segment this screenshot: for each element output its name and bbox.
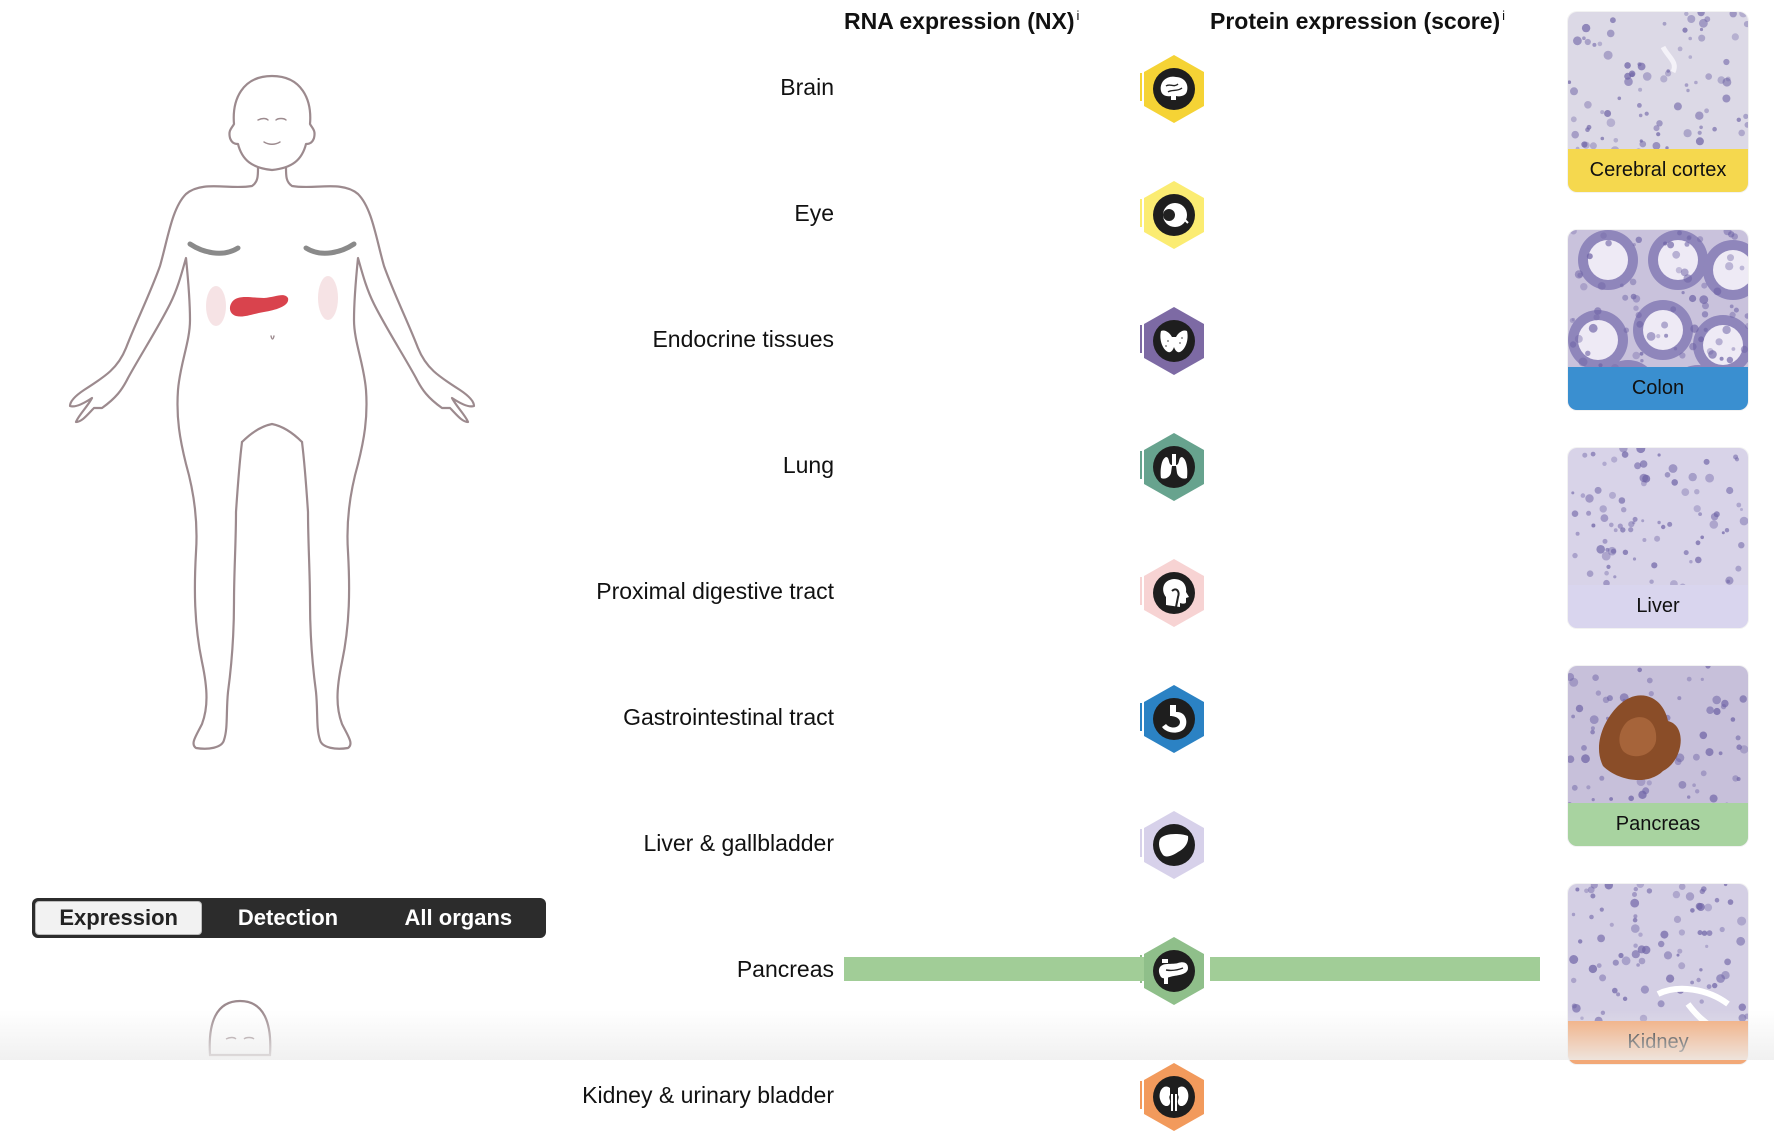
pancreas-icon — [1158, 959, 1188, 984]
protein-header-text: Protein expression (score) — [1210, 8, 1501, 34]
tissue-image-label: Cerebral cortex — [1568, 149, 1748, 192]
pancreas-highlight-icon[interactable] — [229, 295, 289, 317]
rna-expression-bar[interactable] — [844, 957, 1174, 981]
tissue-row[interactable]: Pancreas — [0, 927, 1540, 1007]
organ-hex-button[interactable] — [1140, 178, 1208, 252]
tissue-image-label: Liver — [1568, 585, 1748, 628]
tissue-row[interactable]: Lung — [0, 423, 1540, 503]
organ-hex-button[interactable] — [1140, 808, 1208, 882]
tissue-label[interactable]: Lung — [782, 452, 834, 478]
tissue-row[interactable]: Gastrointestinal tract — [0, 675, 1540, 755]
tissue-row[interactable]: Endocrine tissues — [0, 297, 1540, 377]
organ-hex-button[interactable] — [1140, 556, 1208, 630]
tissue-label[interactable]: Endocrine tissues — [652, 326, 834, 352]
tissue-label[interactable]: Liver & gallbladder — [643, 830, 834, 856]
protein-info-icon[interactable]: i — [1502, 8, 1506, 24]
rna-bar-stub — [1140, 73, 1142, 101]
view-toggle: Expression Detection All organs — [32, 898, 546, 938]
organ-hex-button[interactable] — [1140, 934, 1208, 1008]
tissue-label[interactable]: Kidney & urinary bladder — [582, 1082, 834, 1108]
rna-info-icon[interactable]: i — [1076, 8, 1080, 24]
rna-bar-stub — [1140, 703, 1142, 731]
organ-hex-button[interactable] — [1140, 682, 1208, 756]
body-figure[interactable] — [62, 72, 482, 857]
thyroid-icon — [1160, 330, 1188, 353]
liver-icon — [1159, 834, 1189, 857]
expression-tab[interactable]: Expression — [35, 901, 203, 935]
tissue-image-card[interactable]: Colon — [1568, 230, 1748, 410]
tissue-label[interactable]: Brain — [780, 74, 834, 100]
organ-hex-button[interactable] — [1140, 304, 1208, 378]
lungs-icon — [1160, 454, 1188, 479]
tissue-image-card[interactable]: Kidney — [1568, 884, 1748, 1064]
tissue-row[interactable]: Liver & gallbladder — [0, 801, 1540, 881]
tissue-row[interactable]: Proximal digestive tract — [0, 549, 1540, 629]
rna-bar-stub — [1140, 451, 1142, 479]
head-icon — [1163, 579, 1189, 608]
brain-icon — [1160, 76, 1188, 100]
tissue-rows: Brain Eye Endocrine tissues Lung Proximal di… — [0, 45, 1540, 1131]
tissue-row[interactable]: Kidney & urinary bladder — [0, 1053, 1540, 1133]
tissue-label[interactable]: Gastrointestinal tract — [623, 704, 834, 730]
protein-expression-header: Protein expression (score) i — [1210, 8, 1505, 35]
tissue-image-label: Kidney — [1568, 1021, 1748, 1064]
tissue-image-label: Pancreas — [1568, 803, 1748, 846]
organ-hex-button[interactable] — [1140, 1060, 1208, 1134]
stomach-icon — [1162, 705, 1187, 733]
body-outline-icon — [68, 74, 476, 750]
all-organs-tab[interactable]: All organs — [404, 905, 513, 930]
eye-icon — [1163, 203, 1189, 227]
rna-header-text: RNA expression (NX) — [844, 8, 1075, 34]
tissue-label[interactable]: Pancreas — [736, 956, 834, 982]
organ-hex-button[interactable] — [1140, 430, 1208, 504]
rna-bar-stub — [1140, 829, 1142, 857]
tissue-image-card[interactable]: Pancreas — [1568, 666, 1748, 846]
tissue-row[interactable]: Eye — [0, 171, 1540, 251]
tissue-image-card[interactable]: Cerebral cortex — [1568, 12, 1748, 192]
rna-expression-header: RNA expression (NX) i — [844, 8, 1079, 35]
tissue-label[interactable]: Eye — [794, 200, 834, 226]
rna-bar-stub — [1140, 199, 1142, 227]
tissue-image-card[interactable]: Liver — [1568, 448, 1748, 628]
tissue-label[interactable]: Proximal digestive tract — [596, 578, 834, 604]
protein-expression-bar[interactable] — [1210, 957, 1540, 981]
rna-bar-stub — [1140, 325, 1142, 353]
organ-hex-button[interactable] — [1140, 52, 1208, 126]
tissue-row[interactable]: Brain — [0, 45, 1540, 125]
rna-bar-stub — [1140, 577, 1142, 605]
tissue-image-label: Colon — [1568, 367, 1748, 410]
detection-tab[interactable]: Detection — [237, 905, 339, 930]
